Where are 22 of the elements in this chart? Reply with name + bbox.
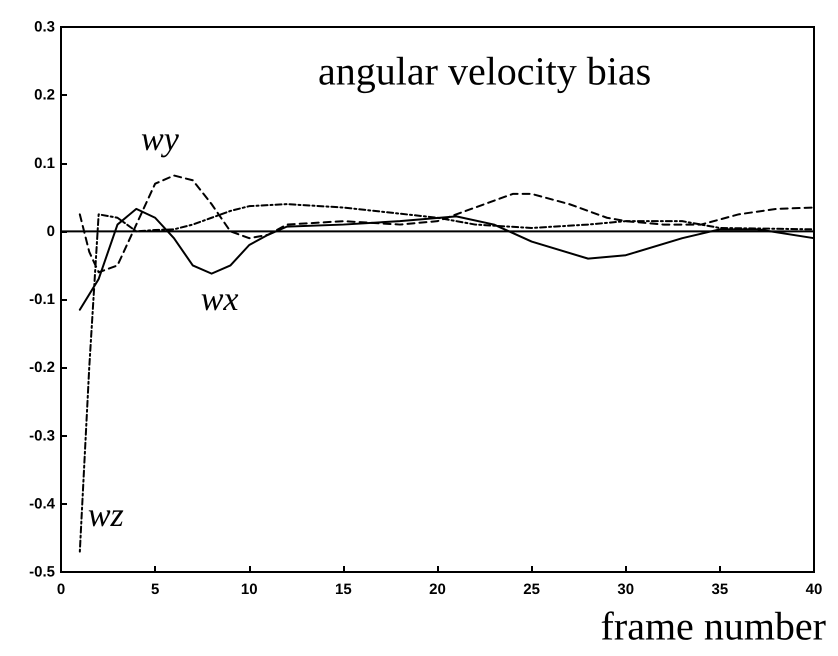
y-tick-label: 0 <box>46 222 55 240</box>
x-tick-label: 15 <box>335 581 352 598</box>
y-tick-label: -0.2 <box>29 359 55 376</box>
x-tick-label: 10 <box>240 581 258 598</box>
annotation: wx <box>200 281 238 318</box>
y-tick-label: 0.2 <box>34 86 55 104</box>
x-tick-label: 40 <box>806 581 822 598</box>
x-axis-title: frame number <box>600 604 826 648</box>
y-tick-label: -0.3 <box>29 427 55 444</box>
x-tick-label: 25 <box>523 581 540 598</box>
x-tick-label: 20 <box>429 581 446 598</box>
y-tick-label: 0.1 <box>34 154 55 172</box>
y-tick-label: -0.1 <box>29 291 55 308</box>
x-tick-label: 35 <box>712 581 728 598</box>
x-tick-label: 5 <box>150 581 160 598</box>
annotation: wz <box>88 497 124 534</box>
y-tick-label: -0.5 <box>29 564 55 580</box>
y-tick-label: 0.3 <box>34 18 55 36</box>
y-tick-label: -0.4 <box>29 495 56 512</box>
annotation: wy <box>141 121 180 158</box>
text: angular velocity bias <box>318 48 652 94</box>
x-tick-label: 30 <box>617 581 634 598</box>
